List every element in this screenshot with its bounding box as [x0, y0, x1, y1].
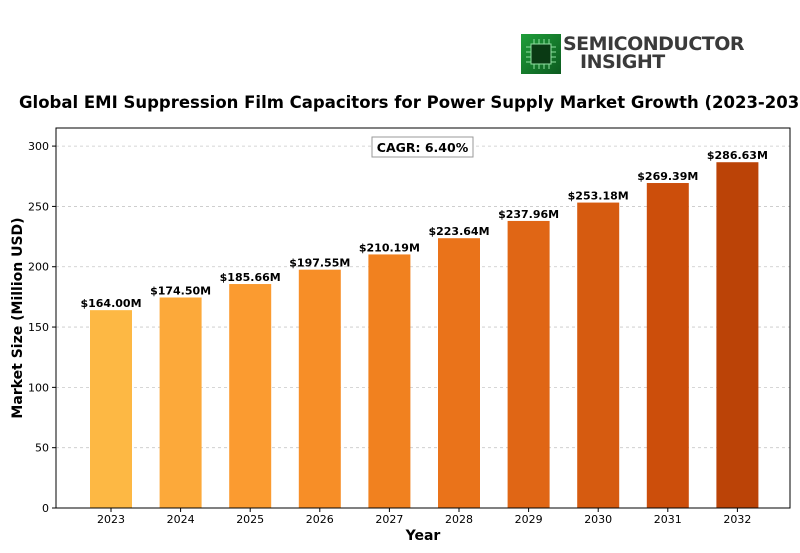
bars [90, 162, 759, 509]
y-tick-label: 250 [28, 200, 49, 213]
data-label: $223.64M [428, 225, 489, 238]
y-tick-label: 50 [35, 442, 49, 455]
bar-2028 [438, 238, 480, 508]
data-labels: $164.00M $174.50M $185.66M $197.55M $210.19M… [80, 149, 767, 310]
bar-2032 [716, 162, 759, 508]
y-tick-label: 100 [28, 381, 49, 394]
y-tick-label: 0 [42, 502, 49, 515]
x-axis: 2023 2024 2025 2026 2027 2028 2029 2030 2031 2032 [97, 508, 751, 526]
y-axis-label: Market Size (Million USD) [10, 217, 26, 418]
logo-text-line1: SEMICONDUCTOR [563, 33, 745, 55]
logo-text-line2: INSIGHT [580, 51, 665, 73]
data-label: $174.50M [150, 284, 211, 297]
bar-2027 [368, 254, 411, 508]
data-label: $210.19M [359, 241, 420, 254]
data-label: $164.00M [80, 297, 141, 310]
data-label: $269.39M [637, 170, 698, 183]
chip-icon [521, 34, 561, 74]
bar-2023 [90, 310, 132, 508]
cagr-box [371, 136, 474, 158]
data-label: $237.96M [498, 208, 559, 221]
x-tick-label: 2028 [445, 513, 473, 526]
y-tick-label: 200 [28, 261, 49, 274]
y-tick-label: 150 [28, 321, 49, 334]
bar-2026 [298, 269, 341, 508]
plot-area-frame [55, 127, 791, 509]
data-label: $286.63M [707, 149, 768, 162]
bar-2029 [507, 220, 550, 509]
x-tick-label: 2032 [723, 513, 751, 526]
x-tick-label: 2031 [654, 513, 682, 526]
cagr-annotation: CAGR: 6.40% [371, 136, 474, 158]
x-tick-label: 2030 [584, 513, 612, 526]
x-tick-label: 2023 [97, 513, 125, 526]
y-axis: 0 50 100 150 200 250 300 [28, 140, 56, 515]
cagr-text: CAGR: 6.40% [377, 140, 469, 155]
bar-2024 [159, 297, 202, 508]
bar-2025 [229, 284, 272, 508]
bar-2030 [577, 202, 620, 508]
x-tick-label: 2024 [167, 513, 195, 526]
bar-2031 [646, 183, 689, 508]
data-label: $253.18M [568, 190, 629, 203]
x-tick-label: 2027 [375, 513, 403, 526]
x-tick-label: 2025 [236, 513, 264, 526]
x-tick-label: 2026 [306, 513, 334, 526]
chart-title: Global EMI Suppression Film Capacitors f… [19, 93, 800, 112]
data-label: $185.66M [220, 271, 281, 284]
y-tick-label: 300 [28, 140, 49, 153]
data-label: $197.55M [289, 257, 350, 270]
x-axis-label: Year [405, 528, 441, 544]
x-tick-label: 2029 [515, 513, 543, 526]
